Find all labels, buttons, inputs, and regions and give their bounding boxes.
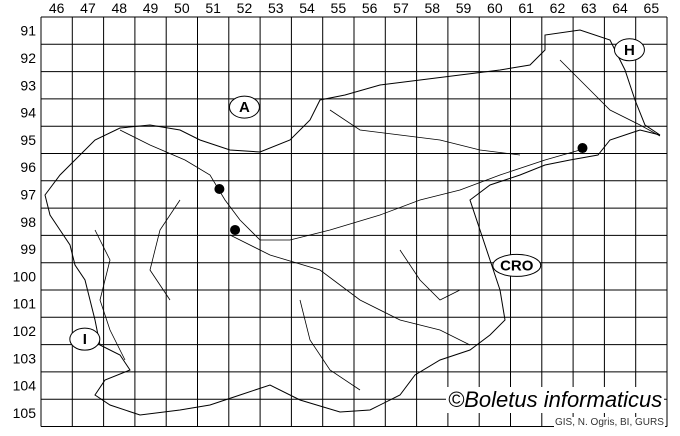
river <box>399 249 461 301</box>
country-labels: A H CRO I <box>69 38 645 351</box>
column-label: 54 <box>299 0 315 16</box>
copyright-text: ©Boletus informaticus <box>446 387 665 413</box>
record-dot <box>230 224 241 235</box>
column-label: 49 <box>143 0 159 16</box>
row-label: 93 <box>20 77 36 93</box>
country-label-ellipse <box>613 38 645 62</box>
river <box>119 129 581 241</box>
records <box>214 143 588 235</box>
rivers <box>94 59 661 391</box>
row-label: 99 <box>20 241 36 257</box>
row-label: 102 <box>13 323 37 339</box>
column-label: 62 <box>550 0 566 16</box>
column-label: 55 <box>331 0 347 16</box>
country-label: H <box>624 42 635 59</box>
river <box>229 234 471 346</box>
column-label: 47 <box>80 0 96 16</box>
column-label: 52 <box>237 0 253 16</box>
country-label-ellipse <box>69 327 101 351</box>
river <box>329 109 521 156</box>
column-label: 59 <box>456 0 472 16</box>
grid <box>40 16 668 427</box>
column-label: 65 <box>644 0 660 16</box>
column-label: 51 <box>205 0 221 16</box>
column-label: 57 <box>393 0 409 16</box>
column-label: 64 <box>612 0 628 16</box>
record-dot <box>214 183 225 194</box>
grid-labels: 46 47 48 49 50 51 52 53 54 55 56 57 58 59 60 61 62 63 64 65… <box>13 0 660 421</box>
row-label: 95 <box>20 132 36 148</box>
row-label: 104 <box>13 378 37 394</box>
credit-text: GIS, N. Ogris, BI, GURS <box>554 417 665 428</box>
country-label: A <box>239 99 250 116</box>
column-label: 53 <box>268 0 284 16</box>
row-label: 94 <box>20 105 36 121</box>
row-label: 101 <box>13 296 37 312</box>
river <box>559 59 661 137</box>
row-label: 103 <box>13 350 37 366</box>
country-label: CRO <box>500 257 534 274</box>
row-label: 92 <box>20 50 36 66</box>
column-label: 63 <box>581 0 597 16</box>
country-label-ellipse <box>492 253 542 277</box>
row-label: 96 <box>20 159 36 175</box>
column-label: 58 <box>424 0 440 16</box>
column-label: 50 <box>174 0 190 16</box>
column-label: 60 <box>487 0 503 16</box>
river <box>299 299 361 391</box>
row-label: 97 <box>20 186 36 202</box>
country-label-ellipse <box>228 95 260 119</box>
country-label: I <box>83 331 87 348</box>
row-label: 100 <box>13 268 37 284</box>
column-label: 48 <box>111 0 127 16</box>
river <box>94 229 126 361</box>
row-label: 105 <box>13 405 37 421</box>
country-border <box>44 29 661 416</box>
column-label: 61 <box>518 0 534 16</box>
column-label: 46 <box>49 0 65 16</box>
record-dot <box>577 143 588 154</box>
row-label: 98 <box>20 214 36 230</box>
row-label: 91 <box>20 23 36 39</box>
river <box>149 199 181 301</box>
column-label: 56 <box>362 0 378 16</box>
